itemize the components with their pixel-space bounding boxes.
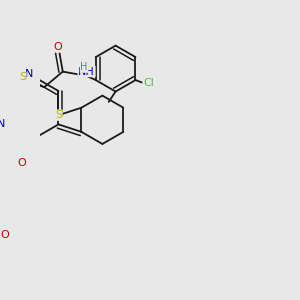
Text: N: N [0,119,5,129]
Text: S: S [19,72,26,82]
Text: N: N [26,69,34,79]
Text: Cl: Cl [143,78,154,88]
Text: O: O [17,158,26,167]
Text: O: O [53,42,62,52]
Text: NH: NH [78,67,95,76]
Text: S: S [55,110,62,120]
Text: O: O [1,230,9,240]
Text: H: H [80,62,88,72]
